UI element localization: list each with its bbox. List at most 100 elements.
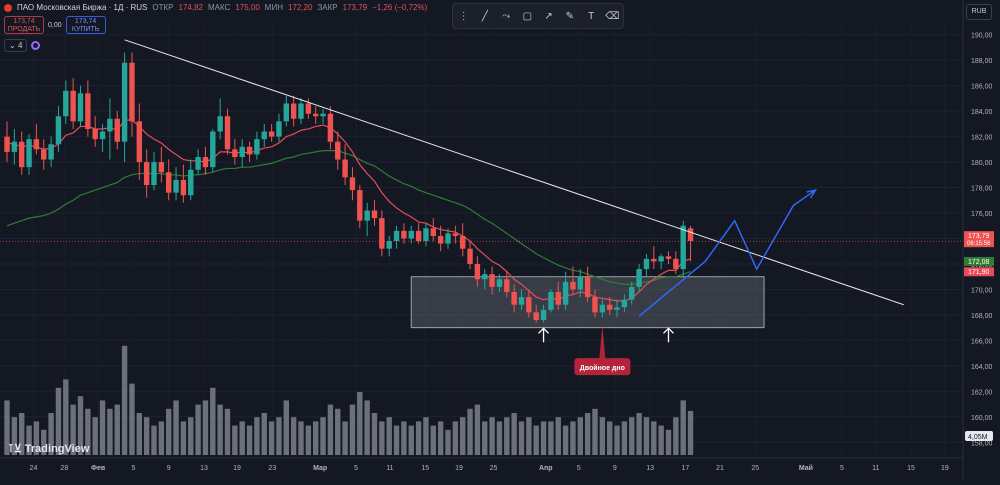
volume-bar bbox=[246, 425, 253, 455]
volume-bar bbox=[166, 408, 172, 455]
candle-body bbox=[305, 103, 312, 114]
volume-bar bbox=[577, 417, 583, 455]
volume-bar bbox=[687, 410, 694, 455]
y-tick-label: 188,00 bbox=[971, 58, 993, 65]
x-tick-label: 25 bbox=[490, 465, 498, 472]
candle-body bbox=[371, 210, 378, 219]
annotation-box bbox=[574, 358, 631, 376]
open-label: ОТКР bbox=[152, 3, 174, 12]
trade-buttons: 173,74 ПРОДАТЬ 0,00 173,74 КУПИТЬ bbox=[4, 16, 106, 34]
candle-body bbox=[48, 144, 54, 160]
volume-bar bbox=[305, 425, 312, 455]
candle-body bbox=[460, 235, 466, 249]
volume-bar bbox=[445, 429, 451, 455]
rectangle-icon[interactable]: ▢ bbox=[522, 10, 533, 22]
candle-body bbox=[143, 162, 150, 186]
buy-price: 173,74 bbox=[74, 18, 97, 25]
volume-bar bbox=[665, 429, 672, 455]
volume-bar bbox=[195, 404, 201, 455]
candle-body bbox=[224, 116, 231, 150]
candle-body bbox=[401, 230, 407, 239]
volume-bar bbox=[180, 421, 187, 455]
indicators-toggle[interactable]: ⌄ 4 bbox=[4, 39, 28, 52]
x-tick-label: 13 bbox=[646, 465, 654, 472]
volume-bar bbox=[48, 413, 54, 455]
volume-bar bbox=[276, 417, 282, 455]
volume-bar bbox=[474, 404, 481, 455]
volume-bar bbox=[342, 421, 348, 455]
volume-bar bbox=[239, 421, 245, 455]
volume-bar bbox=[401, 421, 407, 455]
volume-bars bbox=[4, 345, 694, 455]
volume-bar bbox=[143, 417, 150, 455]
candle-body bbox=[136, 121, 142, 163]
candle-body bbox=[239, 146, 245, 157]
up-arrow-marker bbox=[663, 327, 674, 343]
candle-body bbox=[614, 307, 620, 310]
open-value: 174,82 bbox=[178, 3, 203, 12]
candle-body bbox=[327, 113, 334, 142]
volume-bar bbox=[629, 417, 635, 455]
x-tick-label: 5 bbox=[577, 465, 581, 472]
volume-bar bbox=[217, 404, 223, 455]
candle-body bbox=[533, 312, 539, 321]
candle-body bbox=[621, 299, 628, 308]
buy-button[interactable]: 173,74 КУПИТЬ bbox=[65, 16, 106, 34]
volume-bar bbox=[437, 421, 444, 455]
volume-bar bbox=[673, 417, 679, 455]
symbol-logo-icon bbox=[4, 3, 12, 12]
candle-body bbox=[33, 139, 40, 150]
volume-bar bbox=[77, 396, 84, 455]
candle-body bbox=[548, 291, 554, 310]
candle-body bbox=[276, 121, 282, 137]
polyline-icon[interactable]: ⤳ bbox=[502, 10, 511, 22]
arrow-icon[interactable]: ↗ bbox=[544, 10, 553, 22]
candle-body bbox=[99, 131, 106, 140]
crosshair-icon[interactable]: ⋮ bbox=[458, 10, 469, 22]
candle-body bbox=[254, 139, 260, 155]
volume-bar bbox=[607, 421, 613, 455]
y-tick-label: 178,00 bbox=[971, 186, 993, 193]
candle-body bbox=[651, 258, 657, 262]
volume-tag-text: 4,05M bbox=[968, 434, 988, 441]
candle-body bbox=[41, 149, 47, 160]
volume-bar bbox=[651, 421, 657, 455]
candle-body bbox=[445, 233, 451, 244]
x-tick-label: 11 bbox=[872, 465, 879, 472]
candle-body bbox=[210, 131, 216, 168]
eraser-icon[interactable]: ⌫ bbox=[605, 10, 620, 22]
trend-line-icon[interactable]: ╱ bbox=[481, 10, 488, 22]
volume-bar bbox=[386, 417, 392, 455]
candle-body bbox=[55, 116, 62, 145]
volume-bar bbox=[129, 383, 135, 455]
price-tag-text: 172,08 bbox=[968, 259, 990, 266]
volume-bar bbox=[371, 413, 378, 455]
brush-icon[interactable]: ✎ bbox=[565, 10, 575, 22]
volume-bar bbox=[19, 413, 25, 455]
tradingview-logo[interactable]: ⊺⊻ TradingView bbox=[8, 442, 89, 456]
sell-button[interactable]: 173,74 ПРОДАТЬ bbox=[4, 16, 44, 34]
close-label: ЗАКР bbox=[317, 3, 338, 12]
volume-bar bbox=[599, 417, 606, 455]
high-value: 175,00 bbox=[235, 3, 260, 12]
volume-bar bbox=[173, 400, 179, 455]
candle-body bbox=[636, 269, 642, 287]
low-value: 172,20 bbox=[288, 3, 313, 12]
symbol-title[interactable]: ПАО Московская Биржа · 1Д · RUS bbox=[17, 3, 148, 12]
candle-body bbox=[430, 228, 436, 236]
candle-body bbox=[107, 118, 113, 132]
currency-selector[interactable]: RUB bbox=[966, 4, 992, 20]
x-tick-label: 5 bbox=[354, 465, 358, 472]
candle-body bbox=[357, 190, 363, 221]
volume-bar bbox=[63, 379, 69, 455]
volume-bar bbox=[335, 408, 341, 455]
text-icon[interactable]: T bbox=[588, 10, 595, 22]
candle-body bbox=[607, 304, 613, 310]
price-tag bbox=[964, 231, 994, 248]
price-axis: 158,00 160,00 162,00 164,00 166,00 168,00 170,… bbox=[962, 0, 1000, 480]
x-tick-label: 5 bbox=[840, 465, 844, 472]
indicator-settings-icon[interactable] bbox=[31, 41, 41, 50]
volume-bar bbox=[33, 421, 40, 455]
